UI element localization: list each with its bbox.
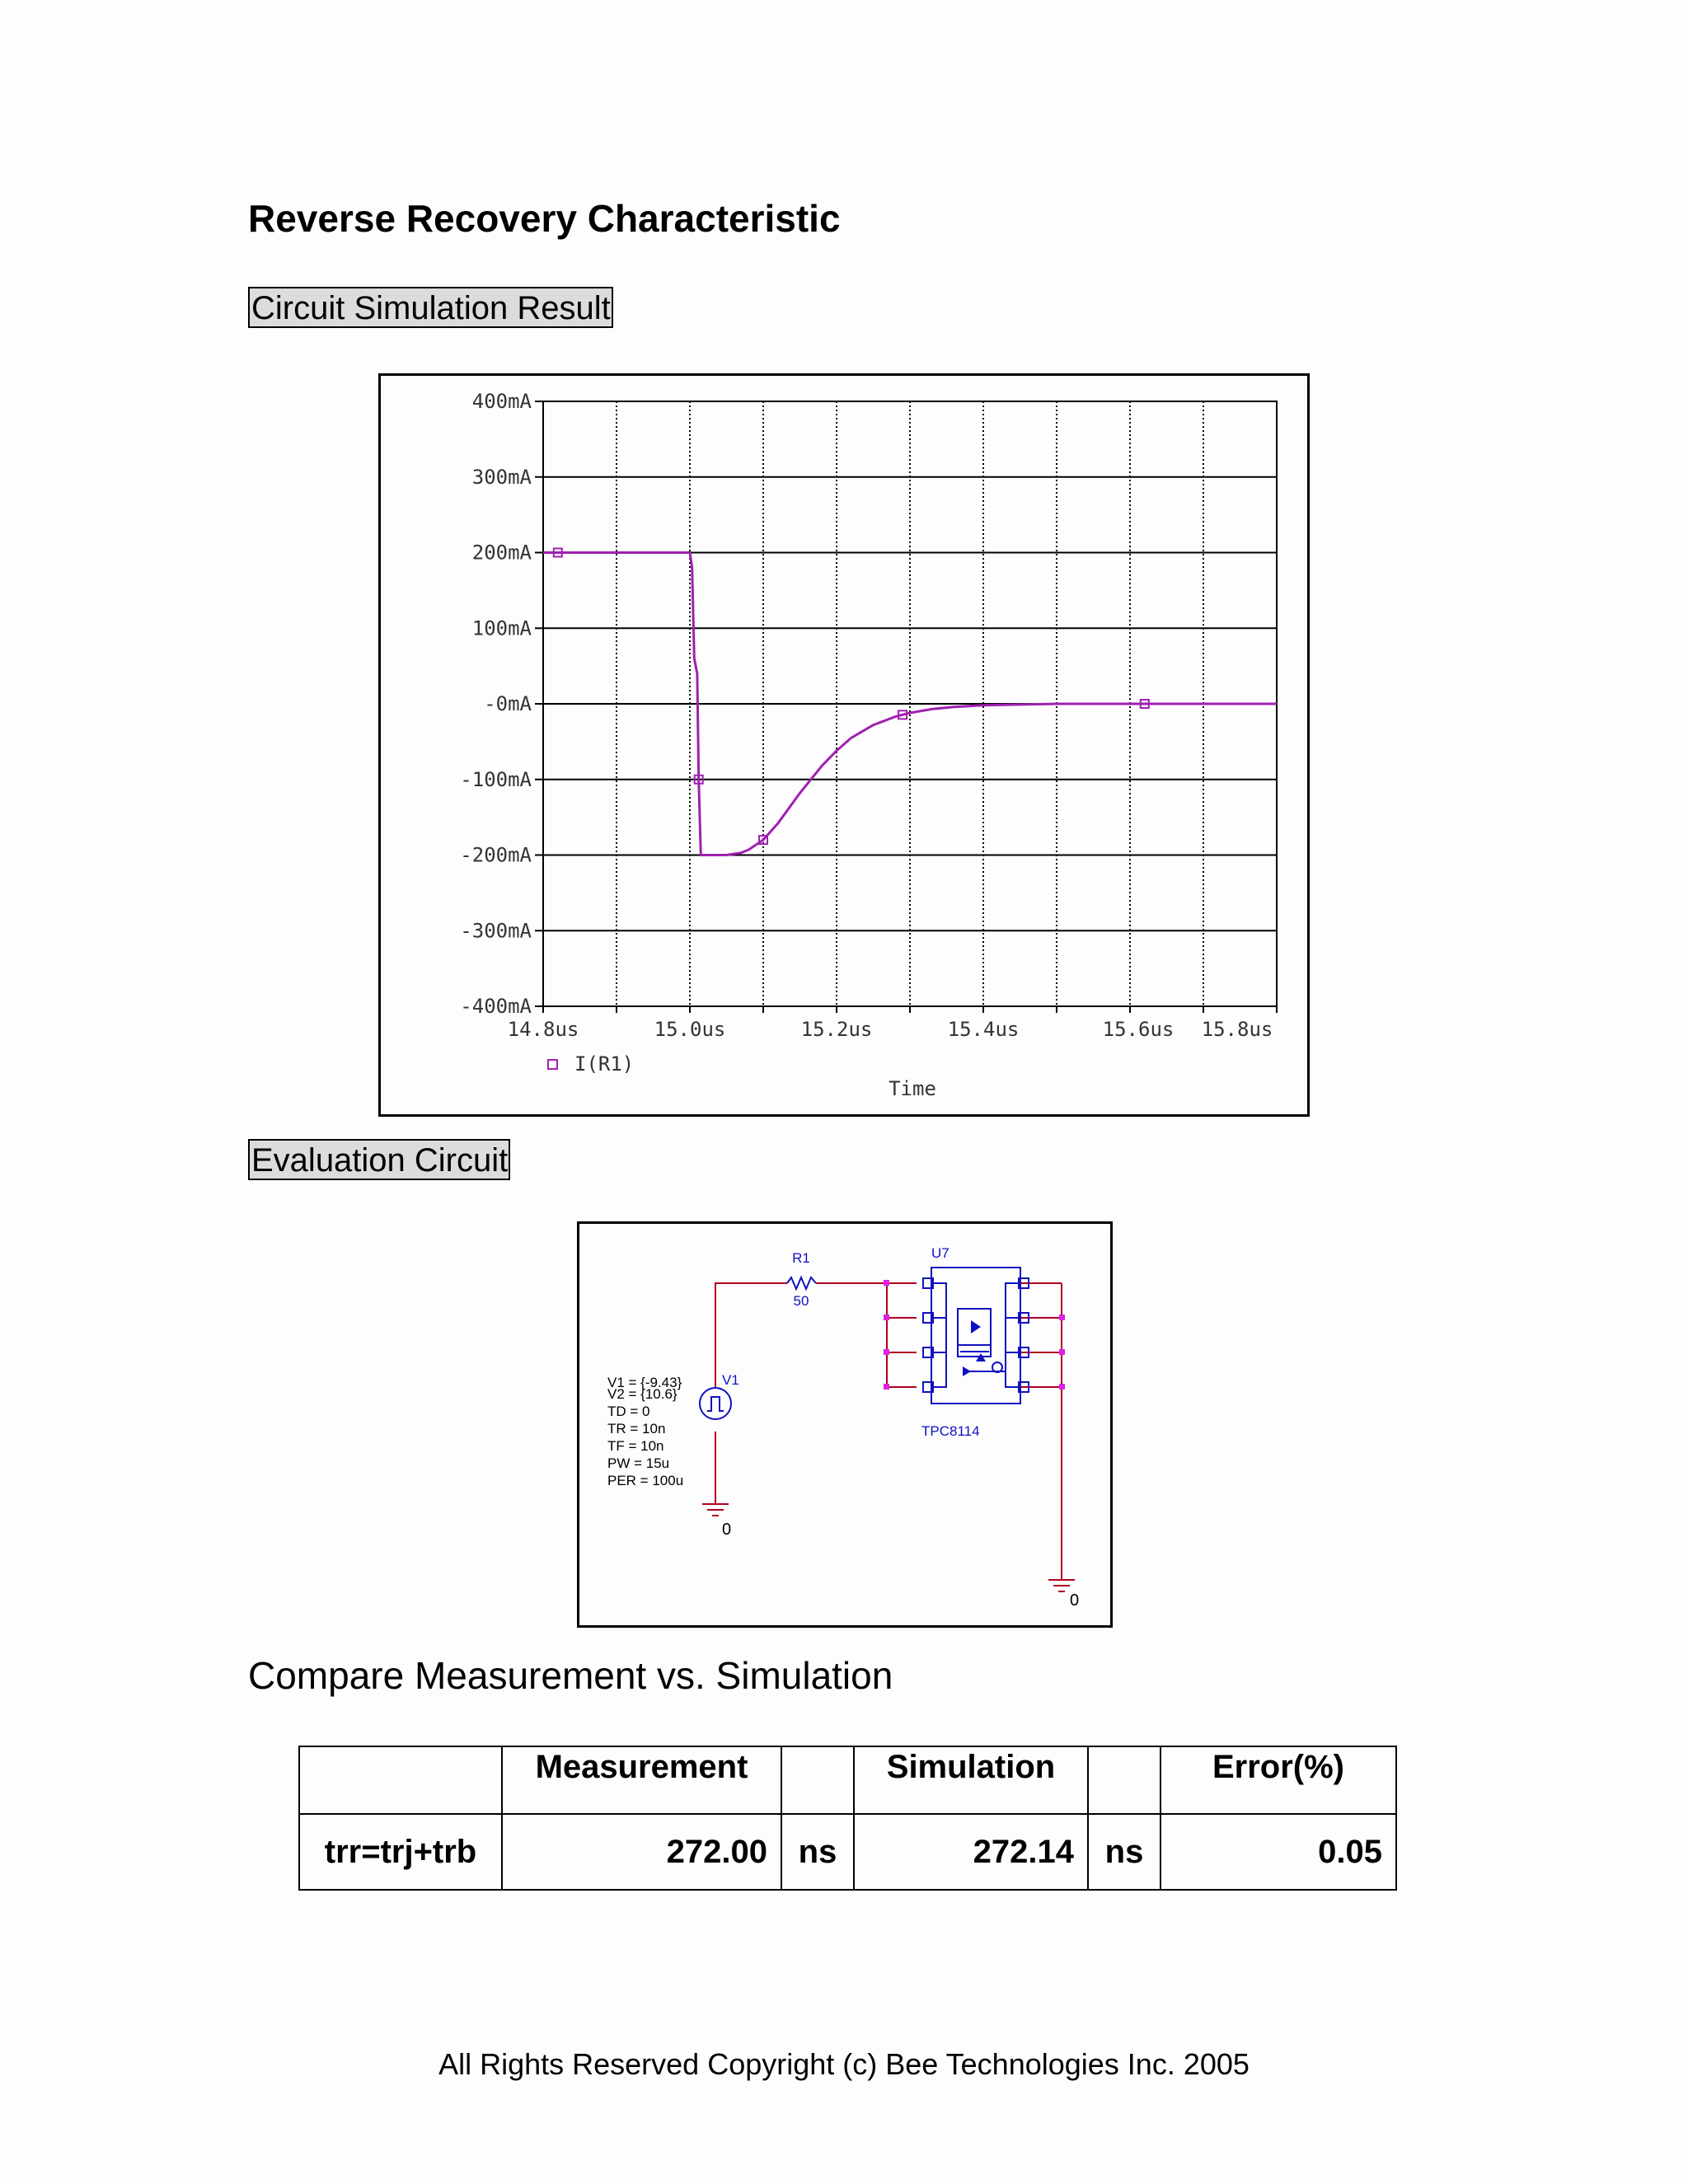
page-title: Reverse Recovery Characteristic	[248, 197, 841, 240]
simulation-unit: ns	[1087, 1813, 1161, 1891]
series-marker	[552, 547, 563, 558]
r1-name: R1	[792, 1250, 810, 1266]
v1-param: TF = 10n	[607, 1438, 664, 1454]
legend-label: I(R1)	[574, 1052, 634, 1076]
ground-label: 0	[1070, 1591, 1079, 1610]
v1-param: V2 = {10.6}	[607, 1386, 678, 1402]
series-marker	[1139, 699, 1150, 709]
v1-param: PER = 100u	[607, 1473, 683, 1488]
measurement-unit: ns	[781, 1813, 855, 1891]
series-line	[543, 551, 1277, 856]
r1-value: 50	[794, 1293, 809, 1309]
copyright-footer: All Rights Reserved Copyright (c) Bee Te…	[438, 2047, 1250, 2081]
series-marker	[758, 835, 768, 846]
evaluation-circuit-diagram: R1 50 U7 TPC8114 V1 V1 = {-9.43} V2 = {1…	[607, 1245, 1079, 1610]
section-label-evaluation: Evaluation Circuit	[248, 1139, 511, 1180]
part-name: TPC8114	[921, 1423, 980, 1439]
y-tick-label: -0mA	[484, 692, 532, 715]
v1-name: V1	[722, 1372, 739, 1388]
header-cell: Error(%)	[1160, 1746, 1397, 1815]
series-marker	[693, 774, 704, 785]
measurement-value: 272.00	[501, 1813, 782, 1891]
reverse-recovery-chart: 400mA 300mA 200mA 100mA -0mA -100mA -200mA -300…	[460, 390, 1278, 1100]
header-cell: Simulation	[853, 1746, 1089, 1815]
legend-marker	[547, 1059, 558, 1070]
ground-label: 0	[722, 1521, 731, 1539]
table-header-row: Measurement Simulation Error(%)	[298, 1746, 1397, 1815]
y-tick-label: 400mA	[472, 390, 532, 413]
y-tick-label: 200mA	[472, 541, 532, 565]
x-tick-label: 15.2us	[801, 1018, 873, 1041]
section-label-simulation: Circuit Simulation Result	[248, 287, 613, 328]
series-marker	[898, 710, 908, 720]
comparison-table: Measurement Simulation Error(%) trr=trj+…	[298, 1746, 1397, 1891]
y-tick-label: 300mA	[472, 466, 532, 489]
header-cell	[781, 1746, 855, 1815]
x-axis-label: Time	[889, 1077, 936, 1100]
v1-param: TD = 0	[607, 1404, 650, 1419]
header-cell	[298, 1746, 503, 1815]
x-tick-label: 14.8us	[508, 1018, 579, 1041]
y-tick-label: -200mA	[460, 844, 532, 867]
y-tick-label: -400mA	[460, 995, 532, 1018]
v1-param: PW = 15u	[607, 1455, 669, 1471]
circuit-frame	[577, 1221, 1113, 1628]
x-tick-label: 15.4us	[948, 1018, 1020, 1041]
simulation-value: 272.14	[853, 1813, 1089, 1891]
v1-param: TR = 10n	[607, 1421, 665, 1436]
header-cell: Measurement	[501, 1746, 782, 1815]
y-tick-label: -300mA	[460, 919, 532, 942]
u7-name: U7	[931, 1245, 950, 1261]
x-tick-label: 15.0us	[654, 1018, 726, 1041]
row-name: trr=trj+trb	[298, 1813, 503, 1891]
error-value: 0.05	[1160, 1813, 1397, 1891]
header-cell	[1087, 1746, 1161, 1815]
v1-param: V1 = {-9.43}	[607, 1375, 682, 1390]
x-tick-label: 15.8us	[1202, 1018, 1273, 1041]
y-tick-label: 100mA	[472, 616, 532, 640]
compare-heading: Compare Measurement vs. Simulation	[248, 1654, 893, 1697]
x-tick-label: 15.6us	[1103, 1018, 1175, 1041]
y-tick-label: -100mA	[460, 768, 532, 791]
table-row: trr=trj+trb 272.00 ns 272.14 ns 0.05	[298, 1813, 1397, 1891]
